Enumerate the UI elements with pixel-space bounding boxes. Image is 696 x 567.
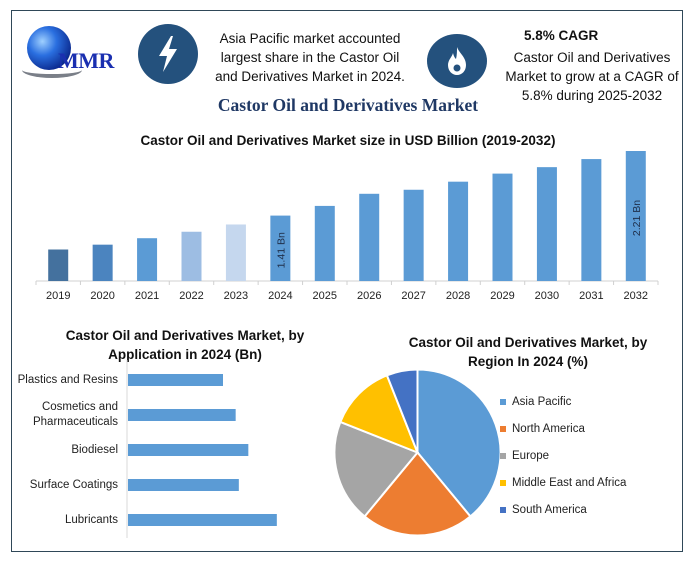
category-label-line: Biodiesel <box>71 443 118 456</box>
data-label-2024: 1.41 Bn <box>275 232 287 268</box>
pie-slice-north-america <box>363 450 472 537</box>
hbar-surface-coatings <box>128 479 239 491</box>
cagr-title: 5.8% CAGR <box>524 28 599 43</box>
legend-item: South America <box>500 496 626 523</box>
legend-swatch <box>500 452 506 459</box>
x-tick-label: 2023 <box>224 290 248 302</box>
legend-swatch <box>500 398 506 405</box>
bar-2031 <box>581 159 602 281</box>
lightning-bolt-icon <box>138 24 198 84</box>
bar-2019 <box>48 249 69 281</box>
hbar-plastics-and-resins <box>128 374 223 386</box>
pie-slice-asia-pacific <box>416 368 502 518</box>
bar-2029 <box>492 173 513 281</box>
x-tick-label: 2026 <box>357 290 381 302</box>
region-pie-chart <box>333 368 502 537</box>
category-label: Lubricants <box>65 513 118 528</box>
legend-item: Middle East and Africa <box>500 469 626 496</box>
legend-item: Europe <box>500 442 626 469</box>
category-label-line: Pharmaceuticals <box>32 416 118 428</box>
page-title: Castor Oil and Derivatives Market <box>217 95 479 115</box>
bar-2024 <box>270 215 291 281</box>
hbar-lubricants <box>128 514 277 526</box>
bar-2025 <box>314 205 335 281</box>
pie-slice-south-america <box>385 368 419 453</box>
bar-2032 <box>625 151 646 281</box>
legend-label: South America <box>512 503 587 516</box>
x-tick-label: 2022 <box>179 290 203 302</box>
x-tick-label: 2028 <box>446 290 470 302</box>
region-chart-title: Castor Oil and Derivatives Market, by Re… <box>408 335 648 369</box>
x-tick-label: 2031 <box>579 290 603 302</box>
bar-2028 <box>448 181 469 281</box>
application-bar-chart <box>126 360 277 538</box>
x-tick-label: 2029 <box>490 290 514 302</box>
infographic-frame <box>11 10 683 552</box>
x-tick-label: 2019 <box>46 290 70 302</box>
category-label-line: Surface Coatings <box>29 478 118 491</box>
x-tick-label: 2032 <box>624 290 648 302</box>
bar-2027 <box>403 189 424 281</box>
bar-chart-title: Castor Oil and Derivatives Market size i… <box>140 133 556 148</box>
x-tick-label: 2025 <box>313 290 337 302</box>
x-tick-label: 2030 <box>535 290 559 302</box>
bar-2022 <box>181 231 202 281</box>
bar-2021 <box>137 238 158 281</box>
legend-label: Middle East and Africa <box>512 476 627 489</box>
legend-swatch <box>500 506 506 513</box>
data-label-2032: 2.21 Bn <box>631 200 643 236</box>
legend-item: North America <box>500 415 626 442</box>
info-left-text: Asia Pacific market accounted largest sh… <box>215 31 405 84</box>
category-label: Surface Coatings <box>30 478 118 493</box>
category-label: Biodiesel <box>71 443 118 458</box>
category-label-line: Lubricants <box>64 513 118 526</box>
legend-swatch <box>500 425 506 432</box>
x-tick-label: 2027 <box>401 290 425 302</box>
pie-slice-middle-east-and-africa <box>339 374 420 455</box>
market-size-bar-chart: 2019 2020 2021 2022 2023 2024 1.41 Bn 2025 2026 2… <box>35 151 659 302</box>
application-chart-title: Castor Oil and Derivatives Market, by Ap… <box>65 328 305 362</box>
category-label: Plastics and Resins <box>18 373 118 388</box>
flame-icon <box>427 34 487 88</box>
logo-text: MMR <box>58 48 114 73</box>
x-tick-label: 2024 <box>268 290 292 302</box>
category-label-line: Plastics and Resins <box>17 373 118 386</box>
legend-item: Asia Pacific <box>500 388 626 415</box>
x-tick-label: 2020 <box>90 290 114 302</box>
pie-slice-europe <box>333 420 420 518</box>
hbar-biodiesel <box>128 444 249 456</box>
bar-2020 <box>92 244 113 281</box>
bar-2030 <box>536 167 557 281</box>
hbar-cosmetics-and-pharmaceuticals <box>128 409 236 421</box>
category-label-line: Cosmetics and <box>41 401 118 413</box>
mmr-logo: MMR <box>22 24 132 86</box>
legend-swatch <box>500 479 506 486</box>
bar-2026 <box>359 193 380 281</box>
application-labels: Plastics and Resins Cosmetics and Pharmace… <box>0 360 118 540</box>
legend-label: Europe <box>512 449 550 462</box>
swoosh-decoration <box>22 62 82 78</box>
bar-2023 <box>225 224 246 281</box>
pie-legend: Asia Pacific North America Europe Middle Ea… <box>500 388 626 523</box>
legend-label: North America <box>512 422 585 435</box>
legend-label: Asia Pacific <box>512 395 572 408</box>
x-tick-label: 2021 <box>135 290 159 302</box>
category-label: Cosmetics and Pharmaceuticals <box>33 400 118 430</box>
info-right-text: Castor Oil and Derivatives Market to gro… <box>505 50 679 103</box>
